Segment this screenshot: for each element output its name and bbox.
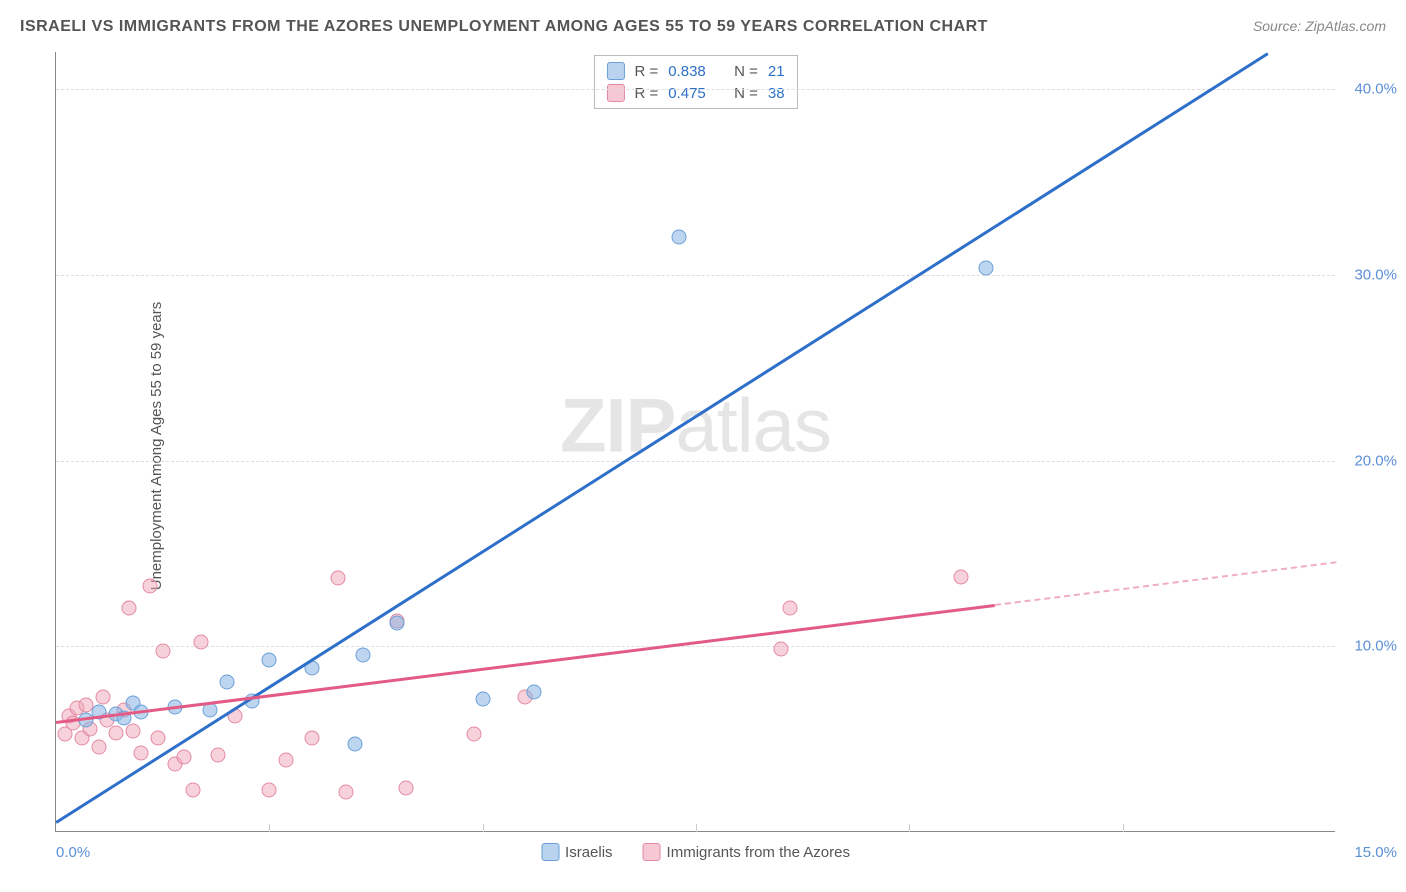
data-point (782, 601, 797, 616)
x-tick-label: 0.0% (56, 844, 90, 861)
data-point (979, 261, 994, 276)
data-point (262, 653, 277, 668)
y-tick-label: 10.0% (1354, 638, 1397, 655)
y-tick-label: 40.0% (1354, 81, 1397, 98)
data-point (177, 749, 192, 764)
data-point (398, 781, 413, 796)
data-point (125, 723, 140, 738)
gridline-h (56, 646, 1335, 647)
data-point (155, 643, 170, 658)
data-point (95, 690, 110, 705)
swatch-blue-icon (606, 62, 624, 80)
data-point (219, 675, 234, 690)
legend: Israelis Immigrants from the Azores (541, 843, 850, 861)
data-point (305, 731, 320, 746)
data-point (151, 731, 166, 746)
legend-item-israelis: Israelis (541, 843, 613, 861)
data-point (526, 684, 541, 699)
data-point (279, 753, 294, 768)
trend-line (995, 561, 1337, 606)
legend-item-azores: Immigrants from the Azores (643, 843, 850, 861)
data-point (671, 229, 686, 244)
stats-row-azores: R = 0.475 N = 38 (606, 82, 784, 104)
correlation-stats-box: R = 0.838 N = 21 R = 0.475 N = 38 (593, 55, 797, 109)
data-point (390, 616, 405, 631)
data-point (467, 727, 482, 742)
tick-v (483, 824, 484, 832)
data-point (185, 783, 200, 798)
tick-v (696, 824, 697, 832)
data-point (211, 747, 226, 762)
trend-line (56, 604, 995, 723)
source-label: Source: ZipAtlas.com (1253, 18, 1386, 34)
data-point (347, 736, 362, 751)
tick-v (1123, 824, 1124, 832)
watermark: ZIPatlas (560, 382, 831, 469)
data-point (330, 571, 345, 586)
data-point (91, 740, 106, 755)
plot-area: ZIPatlas R = 0.838 N = 21 R = 0.475 N = … (55, 52, 1335, 832)
data-point (953, 569, 968, 584)
data-point (202, 703, 217, 718)
swatch-pink-icon (606, 84, 624, 102)
data-point (142, 578, 157, 593)
data-point (475, 692, 490, 707)
tick-v (269, 824, 270, 832)
data-point (121, 601, 136, 616)
swatch-pink-icon (643, 843, 661, 861)
tick-v (909, 824, 910, 832)
data-point (134, 746, 149, 761)
swatch-blue-icon (541, 843, 559, 861)
gridline-h (56, 275, 1335, 276)
trend-line (55, 52, 1268, 823)
y-tick-label: 20.0% (1354, 452, 1397, 469)
data-point (262, 783, 277, 798)
data-point (194, 634, 209, 649)
x-tick-label: 15.0% (1354, 844, 1397, 861)
data-point (774, 642, 789, 657)
data-point (108, 725, 123, 740)
stats-row-israelis: R = 0.838 N = 21 (606, 60, 784, 82)
gridline-h (56, 461, 1335, 462)
data-point (339, 785, 354, 800)
chart-title: ISRAELI VS IMMIGRANTS FROM THE AZORES UN… (20, 18, 988, 36)
data-point (356, 647, 371, 662)
y-tick-label: 30.0% (1354, 266, 1397, 283)
gridline-h (56, 89, 1335, 90)
